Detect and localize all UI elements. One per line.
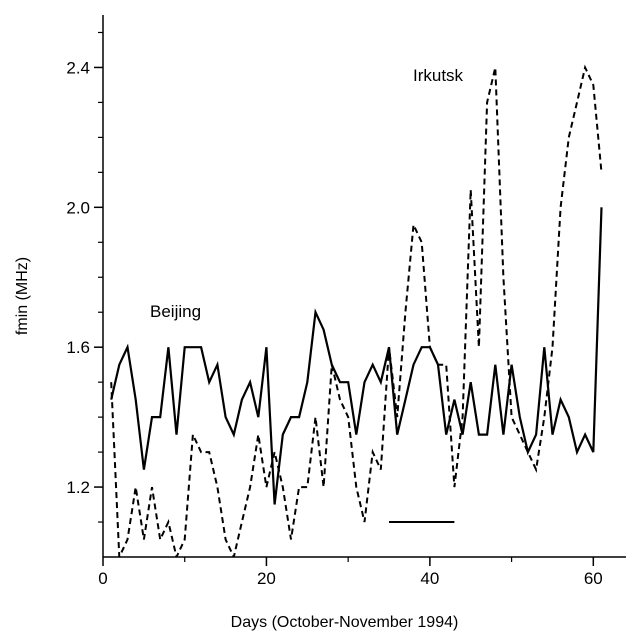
y-tick-label: 1.6: [66, 338, 90, 357]
x-tick-label: 40: [420, 569, 439, 588]
series-layer: [110, 64, 603, 557]
chart-labels: Days (October-November 1994) fmin (MHz) …: [14, 66, 464, 631]
chart-axes: [102, 15, 626, 558]
x-axis-label: Days (October-November 1994): [231, 614, 459, 631]
x-tick-label: 0: [98, 569, 107, 588]
series-annotation-irkutsk: Irkutsk: [413, 66, 464, 85]
y-tick-label: 1.2: [66, 478, 90, 497]
series-line-beijing: [110, 207, 603, 505]
axis-ticks: 1.2 1.6 2.0 2.4 0 20 40 60: [66, 31, 603, 588]
y-tick-label: 2.0: [66, 198, 90, 217]
series-line-irkutsk: [110, 64, 603, 557]
x-tick-label: 20: [257, 569, 276, 588]
series-annotation-beijing: Beijing: [150, 302, 201, 321]
x-tick-label: 60: [584, 569, 603, 588]
y-axis-label: fmin (MHz): [14, 257, 31, 335]
y-tick-label: 2.4: [66, 58, 90, 77]
